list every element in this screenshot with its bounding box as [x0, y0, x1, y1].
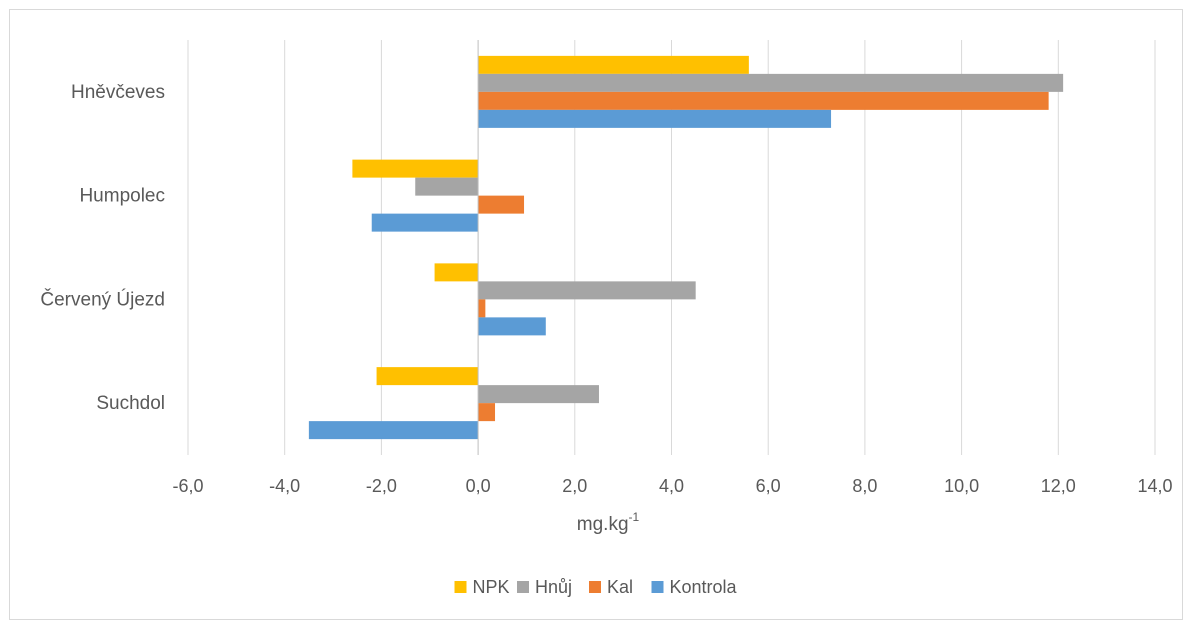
bar-kal-3	[478, 299, 486, 318]
x-tick-label: 10,0	[944, 476, 979, 496]
legend-label: Kontrola	[670, 577, 738, 597]
category-label: Humpolec	[79, 186, 165, 207]
x-tick-label: 14,0	[1137, 476, 1172, 496]
legend: NPK Hnůj Kal Kontrola	[454, 577, 738, 597]
x-tick-label: 4,0	[659, 476, 684, 496]
bar-hn-j-3	[478, 281, 696, 300]
x-tick-label: -6,0	[172, 476, 203, 496]
gridlines	[187, 40, 1156, 455]
x-axis-title-base: mg.kg	[577, 514, 629, 535]
legend-swatch	[651, 581, 664, 593]
legend-item: Kontrola	[651, 577, 738, 597]
bar-npk-3	[434, 263, 479, 282]
x-tick-labels: -6,0 -4,0 -2,0 0,0 2,0 4,0 6,0 8,0 10,0 12,0 14,0	[172, 476, 1172, 496]
bar-hn-j-1	[478, 73, 1064, 92]
legend-item: Kal	[589, 577, 633, 597]
bar-hn-j-2	[415, 177, 479, 196]
bar-npk-1	[478, 55, 749, 74]
bar-npk-2	[352, 159, 479, 178]
category-labels: Hněvčeves Humpolec Červený Újezd Suchdol	[40, 82, 165, 414]
legend-swatch	[589, 581, 601, 593]
bar-kal-1	[478, 91, 1049, 110]
x-tick-label: 12,0	[1041, 476, 1076, 496]
legend-label: NPK	[473, 577, 510, 597]
legend-label: Hnůj	[535, 577, 572, 597]
category-label: Hněvčeves	[71, 82, 165, 103]
x-axis-title-superscript: -1	[629, 510, 640, 524]
x-tick-label: 0,0	[466, 476, 491, 496]
category-label: Červený Újezd	[40, 288, 165, 310]
bar-kal-4	[478, 403, 496, 422]
x-tick-label: -4,0	[269, 476, 300, 496]
legend-item: NPK	[454, 577, 510, 597]
x-tick-label: 2,0	[562, 476, 587, 496]
legend-item: Hnůj	[517, 577, 572, 597]
x-tick-label: -2,0	[366, 476, 397, 496]
bar-kal-2	[478, 195, 525, 214]
legend-swatch	[454, 581, 467, 593]
bar-kontrola-2	[371, 213, 479, 232]
bars	[308, 55, 1064, 440]
bar-kontrola-3	[478, 317, 546, 336]
bar-kontrola-1	[478, 109, 832, 128]
x-tick-label: 8,0	[852, 476, 877, 496]
category-label: Suchdol	[96, 393, 165, 414]
legend-swatch	[517, 581, 529, 593]
bar-npk-4	[376, 367, 479, 386]
bar-hn-j-4	[478, 385, 599, 404]
x-tick-label: 6,0	[756, 476, 781, 496]
legend-label: Kal	[607, 577, 633, 597]
x-axis-title: mg.kg-1	[577, 510, 640, 535]
bar-kontrola-4	[308, 421, 479, 440]
